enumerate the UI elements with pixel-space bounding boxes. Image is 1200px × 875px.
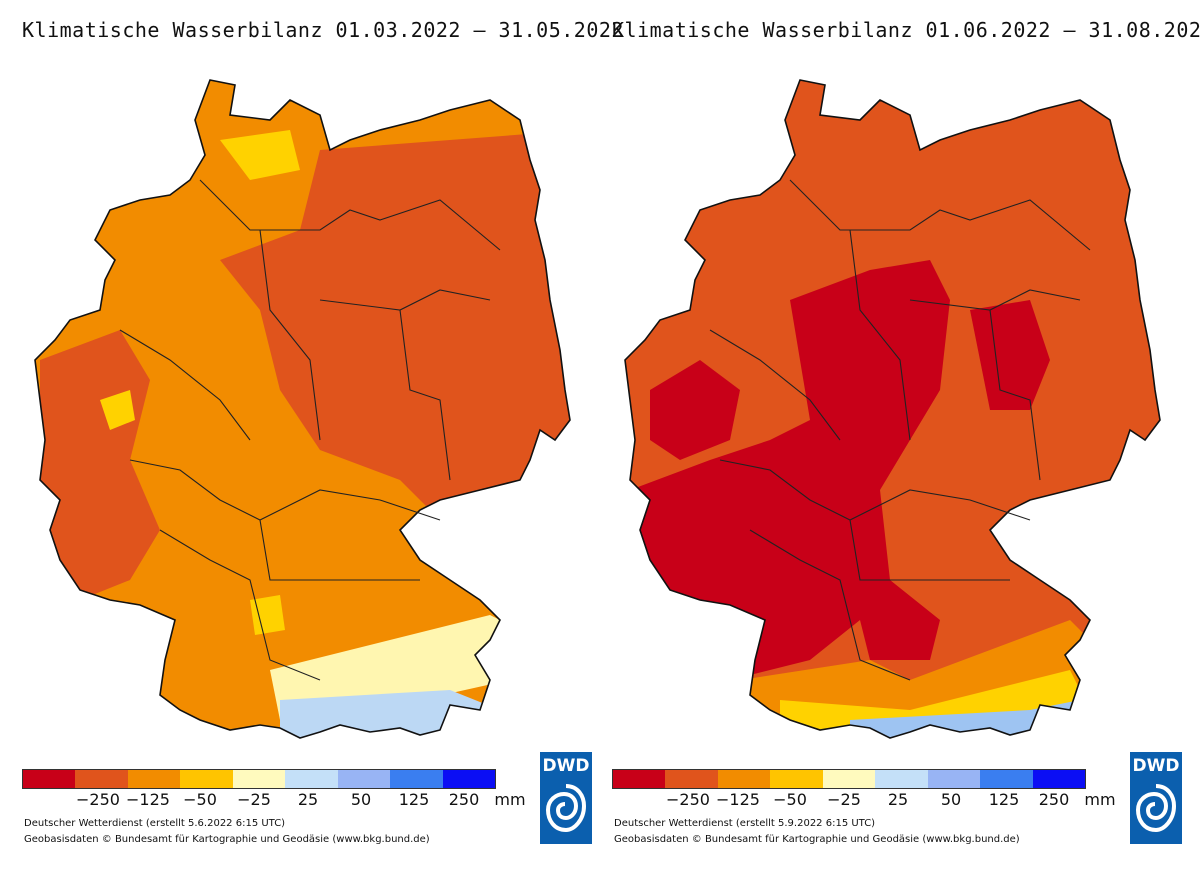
credit-line: Deutscher Wetterdienst (erstellt 5.6.202… xyxy=(24,818,286,829)
legend-tick-label: 125 xyxy=(398,790,430,809)
dwd-logo-text: DWD xyxy=(1132,756,1180,776)
legend-tick-label: −125 xyxy=(126,790,170,809)
map-panel-spring: Klimatische Wasserbilanz 01.03.2022 – 31… xyxy=(0,0,623,875)
legend-tick-label: 250 xyxy=(1038,790,1070,809)
legend-swatch xyxy=(23,770,76,788)
map-alps-blue xyxy=(280,690,500,738)
map-region-deep-east xyxy=(970,300,1050,410)
legend-tick-label: 50 xyxy=(940,790,962,809)
map-light-patch xyxy=(100,390,135,430)
map-title: Klimatische Wasserbilanz 01.06.2022 – 31… xyxy=(612,18,1200,42)
map-light-patch-south xyxy=(250,595,285,635)
state-borders xyxy=(119,179,501,681)
legend-swatch xyxy=(875,770,928,788)
map-region-deep-central xyxy=(790,260,950,660)
legend-tick-label: −25 xyxy=(827,790,861,809)
legend-swatch xyxy=(232,770,286,788)
map-region-north-strip xyxy=(220,130,300,180)
legend-swatch xyxy=(927,770,981,788)
legend-swatch xyxy=(770,770,823,788)
legend-swatch xyxy=(180,770,233,788)
legend-tick-label: −250 xyxy=(76,790,120,809)
legend-labels: −250 −125 −50 −25 25 50 125 250 mm xyxy=(22,790,526,810)
legend-tick-label: −50 xyxy=(183,790,217,809)
credit-line: Deutscher Wetterdienst (erstellt 5.9.202… xyxy=(614,818,876,829)
legend-tick-label: −125 xyxy=(716,790,760,809)
map-title: Klimatische Wasserbilanz 01.03.2022 – 31… xyxy=(22,18,624,42)
dwd-swirl-logo-icon xyxy=(545,784,587,833)
geobasis-credit: Geobasisdaten © Bundesamt für Kartograph… xyxy=(614,834,1020,845)
legend-tick-label: −250 xyxy=(666,790,710,809)
legend-swatch xyxy=(980,770,1033,788)
legend-tick-label: 125 xyxy=(988,790,1020,809)
legend-swatch xyxy=(613,770,666,788)
legend-swatch xyxy=(1032,770,1085,788)
map-region-north-east xyxy=(220,130,570,520)
legend-color-bar xyxy=(22,769,496,789)
map-region-west-patch xyxy=(650,360,740,460)
legend-color-bar xyxy=(612,769,1086,789)
map-alps-yellow xyxy=(270,615,520,720)
legend-tick-label: 250 xyxy=(448,790,480,809)
legend-swatch xyxy=(822,770,876,788)
dwd-logo-text: DWD xyxy=(542,756,590,776)
legend-labels: −250 −125 −50 −25 25 50 125 250 mm xyxy=(612,790,1116,810)
legend-tick-label: 25 xyxy=(887,790,909,809)
state-borders xyxy=(709,179,1091,681)
geobasis-credit: Geobasisdaten © Bundesamt für Kartograph… xyxy=(24,834,430,845)
legend-swatch xyxy=(665,770,718,788)
dwd-logo: DWD xyxy=(540,752,592,844)
legend-swatch xyxy=(285,770,338,788)
legend-swatch xyxy=(337,770,391,788)
legend-tick-label: 50 xyxy=(350,790,372,809)
germany-map xyxy=(34,79,571,739)
legend-tick-label: 25 xyxy=(297,790,319,809)
legend-swatch xyxy=(75,770,128,788)
dwd-logo: DWD xyxy=(1130,752,1182,844)
legend-swatch xyxy=(390,770,443,788)
legend-swatch xyxy=(442,770,495,788)
legend-tick-label: −25 xyxy=(237,790,271,809)
germany-map xyxy=(624,79,1161,739)
legend-swatch xyxy=(127,770,181,788)
map-panel-summer: Klimatische Wasserbilanz 01.06.2022 – 31… xyxy=(590,0,1200,875)
legend-tick-label: mm xyxy=(1084,790,1116,809)
dwd-swirl-logo-icon xyxy=(1135,784,1177,833)
legend-swatch xyxy=(717,770,771,788)
legend-tick-label: −50 xyxy=(773,790,807,809)
legend-tick-label: mm xyxy=(494,790,526,809)
